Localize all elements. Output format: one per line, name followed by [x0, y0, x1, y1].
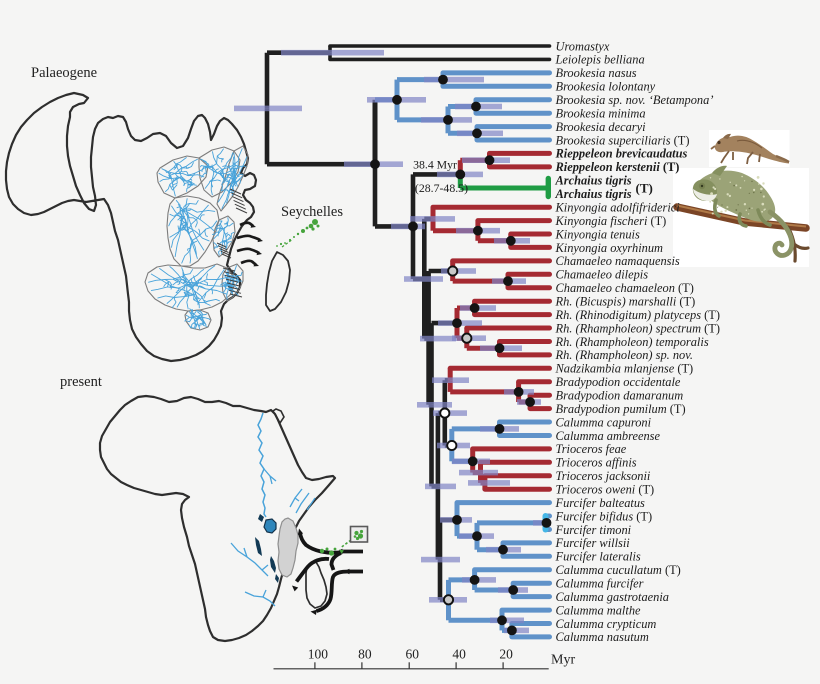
svg-text:100: 100	[308, 647, 329, 662]
svg-text:Trioceros affinis: Trioceros affinis	[556, 456, 637, 470]
svg-text:Rh. (Rhampholeon) spectrum (T): Rh. (Rhampholeon) spectrum (T)	[555, 321, 720, 335]
svg-text:40: 40	[452, 647, 466, 662]
svg-text:Calumma gastrotaenia: Calumma gastrotaenia	[556, 590, 669, 604]
svg-text:Calumma nasutum: Calumma nasutum	[556, 630, 649, 644]
svg-text:Rh. (Bicuspis) marshalli (T): Rh. (Bicuspis) marshalli (T)	[555, 295, 696, 309]
svg-text:Rieppeleon kerstenii (T): Rieppeleon kerstenii (T)	[555, 160, 680, 174]
svg-text:Rieppeleon brevicaudatus: Rieppeleon brevicaudatus	[555, 147, 688, 161]
svg-text:Brookesia minima: Brookesia minima	[556, 107, 646, 121]
svg-text:Furcifer willsii: Furcifer willsii	[555, 536, 631, 550]
svg-text:Furcifer lateralis: Furcifer lateralis	[555, 550, 641, 564]
svg-text:Furcifer bifidus (T): Furcifer bifidus (T)	[555, 509, 653, 523]
svg-text:Kinyongia oxyrhinum: Kinyongia oxyrhinum	[555, 241, 664, 255]
svg-text:Calumma ambreense: Calumma ambreense	[556, 429, 661, 443]
svg-text:Trioceros oweni (T): Trioceros oweni (T)	[556, 483, 655, 497]
svg-text:Rh. (Rhampholeon) sp. nov.: Rh. (Rhampholeon) sp. nov.	[555, 348, 693, 362]
svg-text:Calumma capuroni: Calumma capuroni	[556, 415, 652, 429]
svg-text:Furcifer balteatus: Furcifer balteatus	[555, 496, 646, 510]
svg-text:Uromastyx: Uromastyx	[556, 39, 610, 53]
svg-text:Bradypodion pumilum (T): Bradypodion pumilum (T)	[556, 402, 686, 416]
svg-text:20: 20	[499, 647, 513, 662]
svg-text:Leiolepis belliana: Leiolepis belliana	[555, 53, 645, 67]
svg-text:Calumma furcifer: Calumma furcifer	[556, 577, 644, 591]
svg-text:Chamaeleo namaquensis: Chamaeleo namaquensis	[556, 254, 680, 268]
svg-text:Seychelles: Seychelles	[281, 204, 343, 220]
svg-text:Kinyongia fischeri (T): Kinyongia fischeri (T)	[555, 214, 667, 228]
svg-text:Brookesia superciliaris (T): Brookesia superciliaris (T)	[556, 133, 690, 147]
svg-text:Kinyongia adolfifriderici: Kinyongia adolfifriderici	[555, 201, 681, 215]
svg-text:Nadzikambia mlanjense (T): Nadzikambia mlanjense (T)	[555, 362, 694, 376]
svg-text:Calumma cucullatum (T): Calumma cucullatum (T)	[556, 563, 681, 577]
svg-text:Brookesia sp. nov. ‘Betampona’: Brookesia sp. nov. ‘Betampona’	[556, 93, 714, 107]
svg-text:present: present	[60, 374, 102, 390]
svg-text:Archaius tigris: Archaius tigris	[555, 174, 632, 188]
svg-text:Rh. (Rhinodigitum) platyceps (: Rh. (Rhinodigitum) platyceps (T)	[555, 308, 720, 322]
svg-text:Myr: Myr	[551, 653, 575, 668]
svg-text:Bradypodion damaranum: Bradypodion damaranum	[556, 389, 684, 403]
svg-text:Chamaeleo dilepis: Chamaeleo dilepis	[556, 268, 649, 282]
svg-text:Bradypodion occidentale: Bradypodion occidentale	[556, 375, 681, 389]
svg-text:Brookesia decaryi: Brookesia decaryi	[556, 120, 647, 134]
svg-text:(28.7-48.5): (28.7-48.5)	[415, 181, 468, 195]
svg-text:Chamaeleo chamaeleon (T): Chamaeleo chamaeleon (T)	[556, 281, 694, 295]
svg-text:Brookesia nasus: Brookesia nasus	[556, 66, 637, 80]
svg-text:Furcifer timoni: Furcifer timoni	[555, 523, 632, 537]
svg-text:Trioceros feae: Trioceros feae	[556, 442, 627, 456]
svg-text:38.4 Myr: 38.4 Myr	[413, 157, 457, 171]
svg-text:Calumma malthe: Calumma malthe	[556, 603, 642, 617]
svg-text:Brookesia lolontany: Brookesia lolontany	[556, 80, 656, 94]
svg-text:Calumma crypticum: Calumma crypticum	[556, 617, 657, 631]
svg-text:(T): (T)	[636, 181, 653, 196]
svg-text:Palaeogene: Palaeogene	[31, 65, 97, 81]
svg-text:Archaius tigris: Archaius tigris	[555, 187, 632, 201]
svg-text:Rh. (Rhampholeon) temporalis: Rh. (Rhampholeon) temporalis	[555, 335, 709, 349]
svg-text:60: 60	[405, 647, 419, 662]
svg-text:Trioceros jacksonii: Trioceros jacksonii	[556, 469, 651, 483]
svg-text:80: 80	[358, 647, 372, 662]
svg-text:Kinyongia tenuis: Kinyongia tenuis	[555, 227, 640, 241]
